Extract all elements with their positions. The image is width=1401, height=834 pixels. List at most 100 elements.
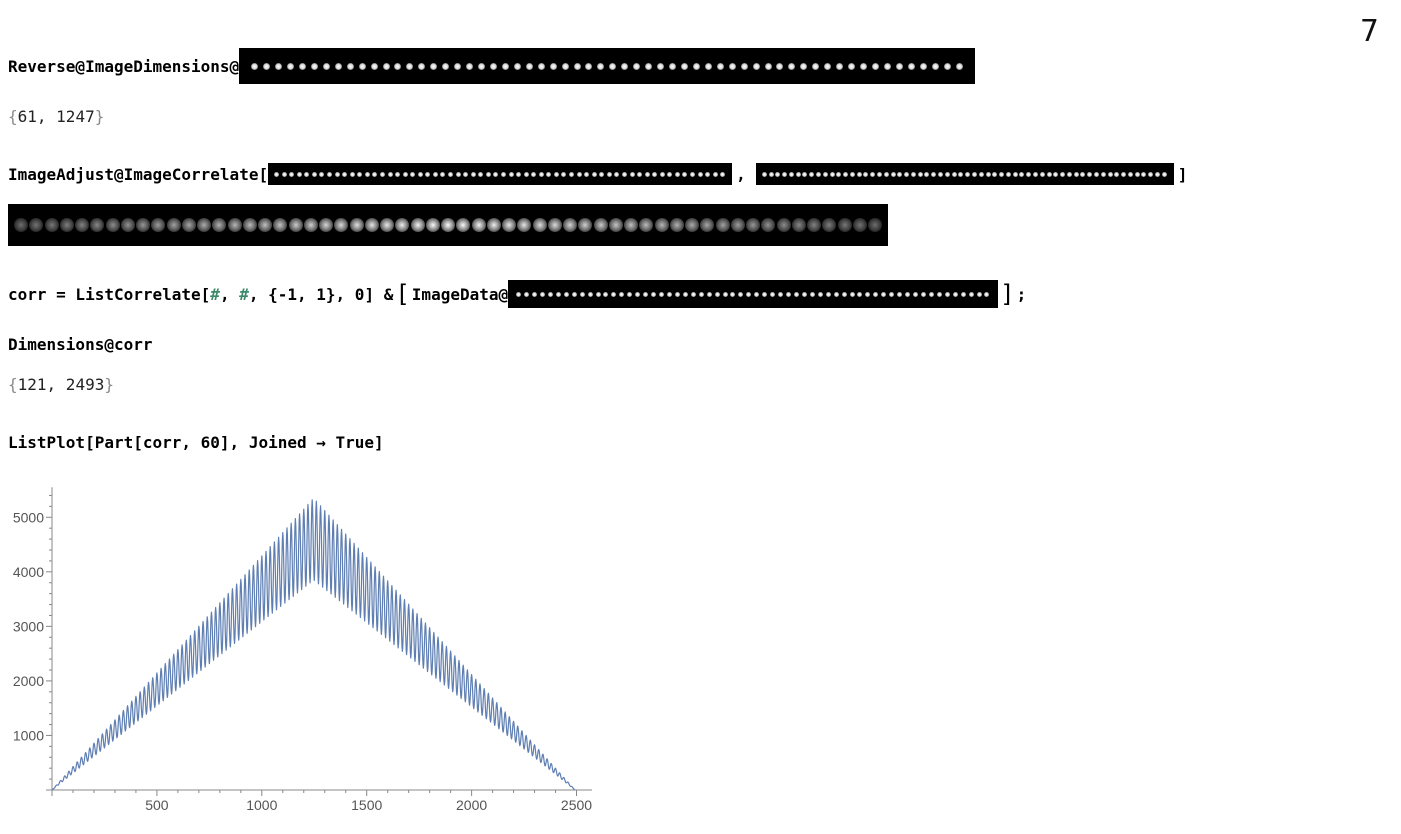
- spot: [478, 171, 484, 177]
- brace-open: {: [8, 106, 18, 126]
- spot: [999, 171, 1005, 177]
- spot: [871, 62, 879, 70]
- spot: [430, 62, 438, 70]
- spot: [788, 171, 794, 177]
- y-tick-label: 5000: [13, 509, 44, 525]
- spot: [537, 62, 545, 70]
- code-text: corr = ListCorrelate[: [8, 284, 211, 304]
- input-cell-dimensions-corr[interactable]: Dimensions@corr: [8, 332, 153, 356]
- correlation-spot: [441, 218, 455, 232]
- spot: [417, 171, 423, 177]
- spot: [928, 291, 934, 297]
- correlation-spot: [517, 218, 532, 232]
- spot: [938, 171, 944, 177]
- spot: [448, 171, 454, 177]
- spot: [931, 171, 937, 177]
- spot: [730, 291, 736, 297]
- correlation-spot: [120, 218, 135, 232]
- correlation-spot: [410, 218, 425, 232]
- spot: [358, 62, 366, 70]
- correlation-spot: [486, 218, 501, 232]
- spot: [836, 171, 842, 177]
- spot: [425, 171, 431, 177]
- spot: [322, 62, 330, 70]
- spot: [334, 62, 342, 70]
- correlation-spot: [822, 218, 837, 232]
- comma: ,: [736, 164, 746, 184]
- spot: [984, 291, 990, 297]
- spot: [776, 62, 784, 70]
- spot: [579, 291, 585, 297]
- spot: [296, 171, 302, 177]
- y-tick-label: 4000: [13, 564, 44, 580]
- spot: [523, 171, 529, 177]
- spot: [603, 291, 609, 297]
- y-tick-label: 2000: [13, 673, 44, 689]
- spot: [924, 171, 930, 177]
- spot: [786, 291, 791, 297]
- correlation-spot: [547, 218, 562, 232]
- x-tick-label: 500: [145, 797, 169, 813]
- spot: [746, 291, 752, 297]
- spot: [402, 171, 408, 177]
- input-cell-list-correlate[interactable]: corr = ListCorrelate[#, #, {-1, 1}, 0] &…: [8, 280, 1026, 308]
- correlation-spot: [639, 218, 654, 232]
- spot: [432, 171, 438, 177]
- spot: [516, 171, 522, 177]
- correlation-spot: [319, 218, 333, 232]
- spot: [752, 62, 760, 70]
- inline-image-strip-b: [755, 163, 1174, 185]
- spot: [857, 291, 863, 297]
- spot: [889, 291, 895, 297]
- spot: [657, 62, 665, 70]
- spot: [841, 291, 847, 297]
- output-value: 121, 2493: [17, 374, 105, 394]
- correlation-spot: [791, 218, 806, 232]
- spot: [500, 171, 506, 177]
- spot: [576, 171, 582, 177]
- spot: [466, 62, 474, 70]
- spot: [454, 62, 462, 70]
- spot: [1161, 171, 1167, 177]
- correlation-spot: [273, 218, 288, 232]
- spot: [722, 291, 728, 297]
- spot: [716, 62, 724, 70]
- spot: [289, 171, 295, 177]
- spot: [372, 171, 378, 177]
- spot: [968, 291, 974, 297]
- spot: [919, 62, 927, 70]
- spot: [549, 62, 557, 70]
- correlation-spot: [380, 218, 394, 232]
- x-tick-label: 1500: [351, 797, 382, 813]
- spot: [895, 62, 903, 70]
- spot: [890, 171, 896, 177]
- spot: [674, 171, 680, 177]
- spot: [406, 62, 414, 70]
- series-line: [51, 499, 576, 791]
- spot: [955, 62, 963, 70]
- spot: [978, 171, 984, 177]
- input-cell-list-plot[interactable]: ListPlot[Part[corr, 60], Joined → True]: [8, 430, 384, 454]
- spot: [1148, 171, 1154, 177]
- correlation-spot: [837, 218, 852, 232]
- x-tick-label: 2000: [456, 797, 487, 813]
- correlation-spot: [227, 218, 242, 232]
- spot: [643, 291, 649, 297]
- input-cell-image-correlate[interactable]: ImageAdjust@ImageCorrelate[ , ]: [8, 162, 1187, 186]
- spot: [971, 171, 977, 177]
- input-cell-image-dimensions[interactable]: Reverse@ImageDimensions@: [8, 48, 976, 84]
- spot: [1094, 171, 1100, 177]
- spot: [768, 171, 774, 177]
- correlation-spot: [75, 218, 89, 232]
- correlation-spot: [730, 218, 745, 232]
- spot: [800, 62, 808, 70]
- spot: [1121, 171, 1127, 177]
- spot: [682, 171, 688, 177]
- spot: [585, 62, 593, 70]
- correlation-spot: [425, 218, 440, 232]
- spot: [440, 171, 446, 177]
- correlation-spot: [715, 218, 730, 232]
- spot: [263, 62, 271, 70]
- spot: [1019, 171, 1025, 177]
- spot: [1005, 171, 1011, 177]
